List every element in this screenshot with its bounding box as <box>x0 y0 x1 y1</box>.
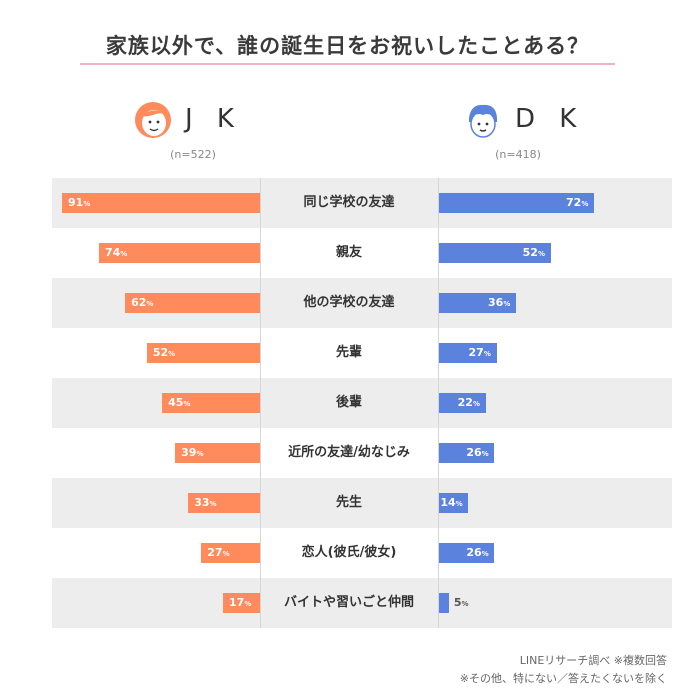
category-label: 先輩 <box>335 345 362 360</box>
dk-value-label: 5% <box>453 596 469 609</box>
jk-value-label: 91% <box>68 196 91 209</box>
category-label: 後輩 <box>335 395 362 410</box>
category-label: 同じ学校の友達 <box>303 195 395 210</box>
dk-value-label: 72% <box>566 196 589 209</box>
jk-value-label: 27% <box>207 546 230 559</box>
category-label: 恋人(彼氏/彼女) <box>301 545 397 560</box>
source-note: LINEリサーチ調べ ※複数回答 <box>519 654 667 667</box>
dk-bar <box>438 193 594 213</box>
jk-bar <box>125 293 260 313</box>
jk-bar <box>98 243 260 263</box>
dk-bar <box>438 393 486 413</box>
dk-bar <box>438 443 495 463</box>
jk-bar <box>188 493 260 513</box>
girl-face-icon <box>135 102 171 138</box>
dk-bar <box>438 543 495 563</box>
row-background <box>52 478 672 528</box>
boy-face-icon <box>469 104 497 138</box>
row-background <box>52 378 672 428</box>
jk-value-label: 62% <box>131 296 154 309</box>
dk-header: D K <box>463 100 663 140</box>
row-background <box>52 578 672 628</box>
dk-bar <box>438 343 497 363</box>
jk-bar <box>162 393 260 413</box>
dk-bar <box>438 293 516 313</box>
jk-bar <box>62 193 260 213</box>
category-label: バイトや習いごと仲間 <box>283 595 414 610</box>
category-label: 他の学校の友達 <box>303 295 395 310</box>
dk-sample-size: (n=418) <box>495 148 541 161</box>
jk-value-label: 45% <box>168 396 191 409</box>
chart-title: 家族以外で、誰の誕生日をお祝いしたことある？ <box>105 34 590 58</box>
dk-value-label: 36% <box>488 296 511 309</box>
dk-value-label: 52% <box>522 246 545 259</box>
category-label: 親友 <box>335 245 362 260</box>
axis-divider <box>260 178 261 628</box>
dk-value-label: 22% <box>457 396 480 409</box>
dk-bar <box>438 493 469 513</box>
jk-label: J K <box>185 104 242 134</box>
jk-bar <box>223 593 260 613</box>
jk-bar <box>201 543 260 563</box>
dk-label: D K <box>515 104 585 134</box>
jk-bar <box>146 343 260 363</box>
jk-bar <box>175 443 260 463</box>
jk-sample-size: (n=522) <box>170 148 216 161</box>
jk-value-label: 17% <box>229 596 252 609</box>
dk-value-label: 26% <box>466 546 489 559</box>
category-label: 先生 <box>335 495 362 510</box>
dk-bar <box>438 243 551 263</box>
jk-value-label: 33% <box>194 496 217 509</box>
exclusion-note: ※その他、特にない／答えたくないを除く <box>459 672 667 685</box>
title-underline <box>80 63 615 65</box>
dk-value-label: 27% <box>468 346 491 359</box>
axis-divider <box>438 178 439 628</box>
dk-bar <box>438 593 449 613</box>
dk-value-label: 14% <box>440 496 463 509</box>
jk-value-label: 52% <box>152 346 176 359</box>
dk-value-label: 26% <box>466 446 489 459</box>
jk-header: J K <box>133 100 333 140</box>
jk-value-label: 39% <box>181 446 204 459</box>
category-label: 近所の友達/幼なじみ <box>288 445 410 460</box>
jk-value-label: 74% <box>104 246 128 259</box>
